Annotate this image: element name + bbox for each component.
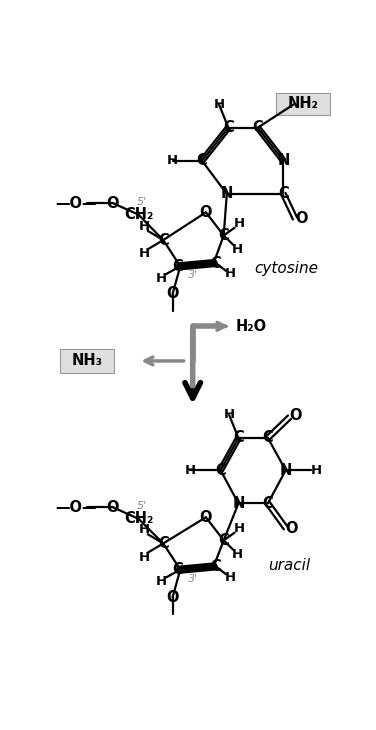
Text: H₂O: H₂O [235,319,267,334]
Text: O: O [295,211,308,226]
Text: N: N [232,496,245,511]
Text: H: H [233,217,245,230]
Text: O: O [200,205,212,220]
Text: H: H [139,247,150,261]
Text: H: H [214,98,224,111]
Text: C: C [252,120,263,135]
Text: 3': 3' [188,271,198,280]
Text: N: N [279,463,292,478]
Text: —O—: —O— [56,196,97,210]
Text: NH₃: NH₃ [72,353,103,369]
Text: CH₂: CH₂ [124,511,153,526]
Text: H: H [155,272,167,285]
Text: H: H [139,551,150,564]
Text: C: C [211,559,221,574]
FancyBboxPatch shape [276,93,330,115]
Text: O: O [166,590,179,605]
Text: C: C [262,431,273,445]
Text: C: C [173,258,183,274]
Text: 3': 3' [188,574,198,584]
Text: H: H [155,575,167,588]
Text: C: C [262,496,273,511]
Text: O: O [200,510,212,525]
Text: NH₂: NH₂ [287,96,318,111]
Text: C: C [218,533,229,548]
Text: C: C [173,562,183,577]
Text: C: C [278,186,289,201]
Text: C: C [158,536,168,551]
Text: C: C [215,463,226,478]
Text: C: C [211,255,221,271]
Text: CH₂: CH₂ [124,207,153,222]
Text: H: H [232,548,243,561]
Text: O: O [286,520,298,536]
Text: H: H [225,267,236,280]
FancyBboxPatch shape [60,349,114,373]
Text: C: C [223,120,234,135]
Text: H: H [224,408,235,421]
Text: N: N [277,153,290,168]
Text: O: O [166,286,179,301]
Text: N: N [221,186,233,201]
Text: uracil: uracil [268,558,310,572]
Text: O: O [107,500,119,515]
Text: C: C [233,431,244,445]
Text: H: H [311,464,322,477]
Text: O: O [290,408,302,423]
Text: cytosine: cytosine [255,261,319,276]
Text: H: H [232,243,243,255]
Text: 5': 5' [136,196,147,207]
Text: C: C [197,153,208,168]
Text: H: H [139,220,150,233]
Text: O: O [107,196,119,210]
Text: H: H [233,521,245,534]
Text: 5': 5' [136,501,147,511]
Text: —O—: —O— [56,500,97,515]
Text: C: C [218,228,229,243]
Text: H: H [185,464,196,477]
Text: C: C [158,233,168,247]
Text: H: H [139,523,150,536]
Text: H: H [167,154,178,167]
Text: H: H [225,571,236,584]
